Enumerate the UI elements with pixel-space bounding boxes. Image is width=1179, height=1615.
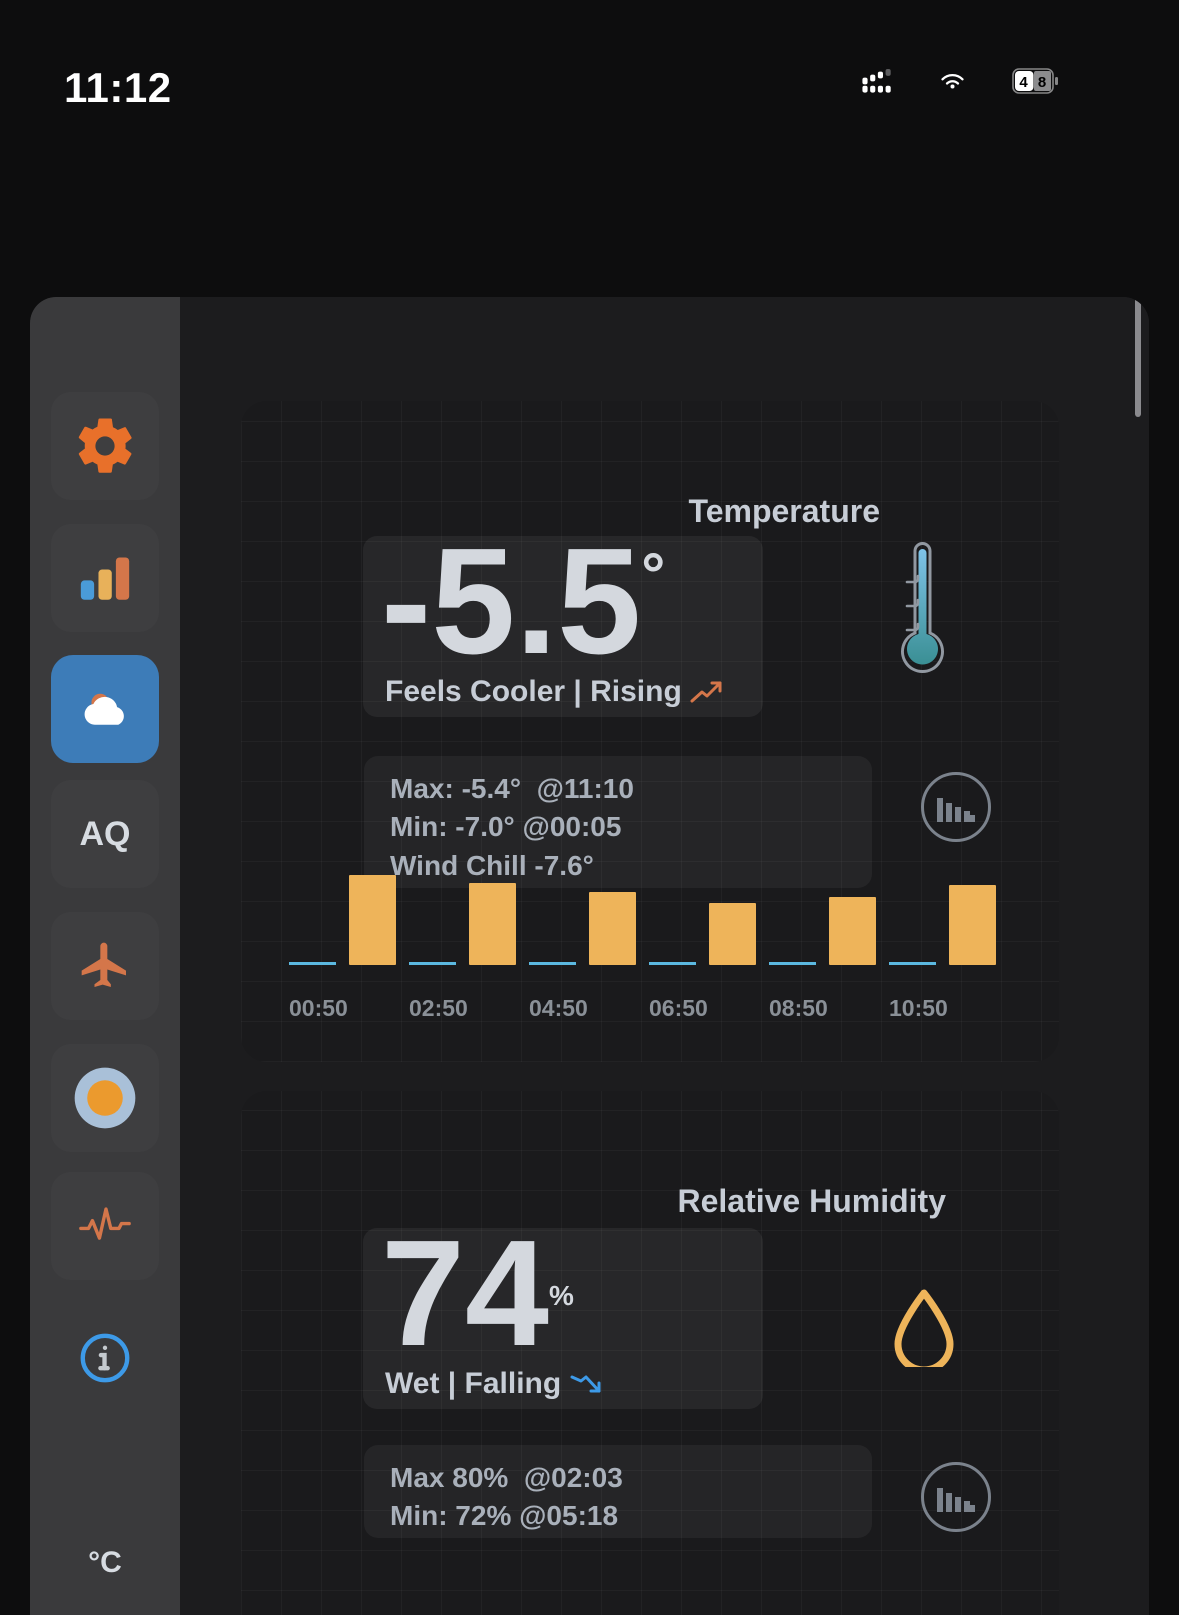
svg-text:8: 8 bbox=[1038, 74, 1046, 91]
svg-text:4: 4 bbox=[1019, 74, 1028, 91]
